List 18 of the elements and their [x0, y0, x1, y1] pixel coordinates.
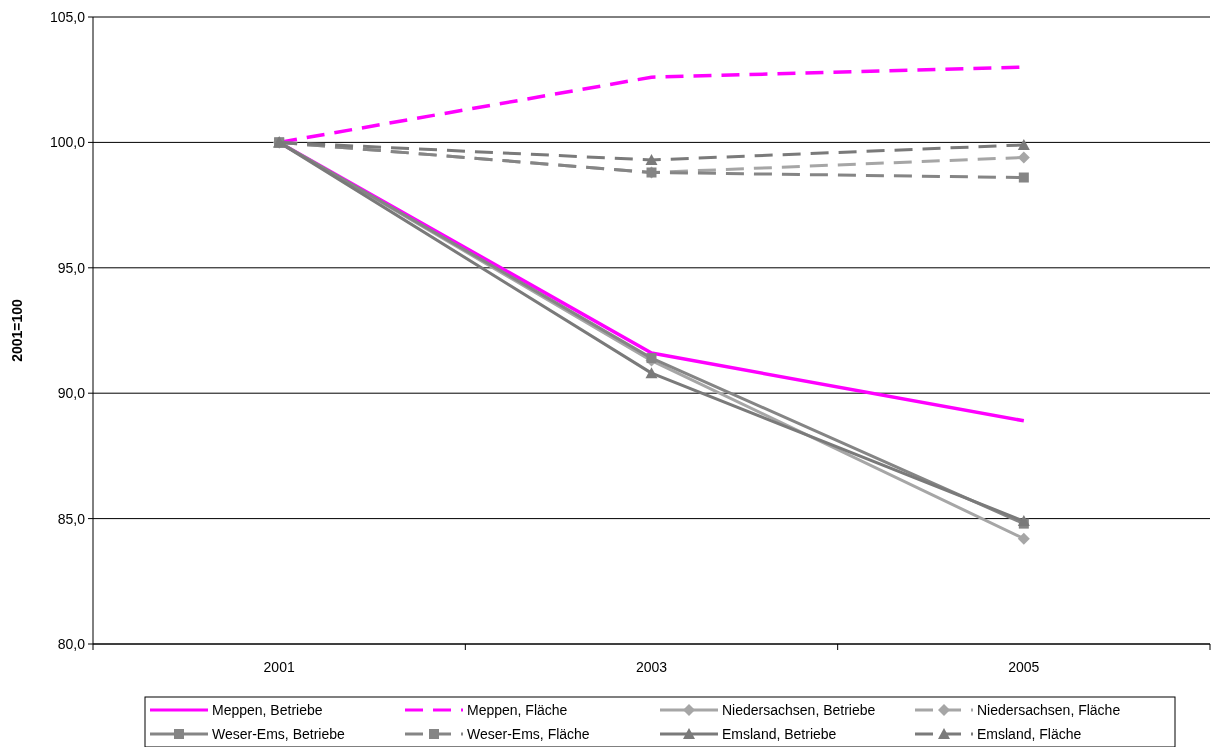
- y-tick-label: 100,0: [49, 134, 86, 151]
- legend-label: Emsland, Fläche: [977, 725, 1082, 742]
- x-tick-label: 2001: [263, 659, 295, 675]
- legend-label: Niedersachsen, Betriebe: [722, 701, 876, 718]
- y-tick-label: 80,0: [57, 635, 86, 652]
- y-tick-label: 105,0: [49, 8, 86, 25]
- legend-label: Emsland, Betriebe: [722, 725, 837, 742]
- y-tick-label: 85,0: [57, 510, 86, 527]
- x-tick-label: 2005: [1008, 659, 1040, 675]
- y-tick-label: 90,0: [57, 385, 86, 402]
- x-tick-label: 2003: [635, 659, 668, 675]
- legend-label: Meppen, Fläche: [467, 701, 568, 718]
- legend-label: Meppen, Betriebe: [212, 701, 323, 718]
- legend-label: Weser-Ems, Betriebe: [212, 725, 345, 742]
- legend-label: Niedersachsen, Fläche: [977, 701, 1121, 718]
- y-axis-title: 2001=100: [9, 298, 25, 362]
- y-tick-label: 95,0: [57, 259, 86, 276]
- legend-label: Weser-Ems, Fläche: [467, 725, 590, 742]
